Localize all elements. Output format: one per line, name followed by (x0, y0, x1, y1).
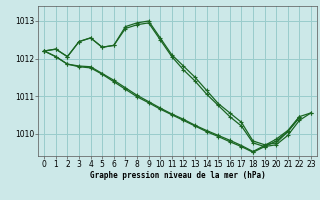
X-axis label: Graphe pression niveau de la mer (hPa): Graphe pression niveau de la mer (hPa) (90, 171, 266, 180)
